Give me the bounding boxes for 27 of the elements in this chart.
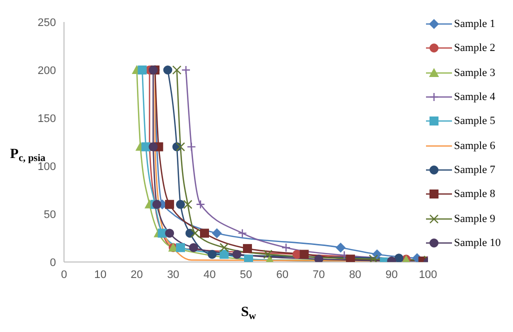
legend-label: Sample 6: [454, 140, 496, 152]
x-tick-label: 90: [385, 268, 398, 281]
y-tick-label: 250: [38, 16, 56, 29]
x-tick-label: 50: [240, 268, 252, 281]
x-tick-label: 0: [60, 268, 68, 281]
legend-label: Sample 3: [454, 66, 496, 79]
y-tick-label: 150: [38, 112, 56, 125]
legend-label: Sample 2: [454, 42, 496, 54]
y-tick-label: 0: [50, 256, 56, 269]
x-tick-label: 40: [203, 268, 216, 281]
y-tick-label: 50: [44, 208, 56, 221]
x-tick-label: 30: [167, 268, 180, 281]
legend-label: Sample 10: [454, 236, 501, 249]
legend-label: Sample 9: [454, 212, 496, 225]
x-tick-label: 60: [276, 268, 289, 281]
x-tick-label: 70: [312, 268, 325, 281]
legend-label: Sample 4: [454, 91, 496, 104]
legend-label: Sample 1: [454, 18, 496, 30]
x-tick-label: 100: [418, 268, 438, 281]
x-tick-label: 10: [94, 268, 107, 281]
legend-label: Sample 7: [454, 164, 496, 176]
legend-label: Sample 8: [454, 188, 496, 200]
y-tick-label: 200: [38, 64, 56, 77]
legend-label: Sample 5: [454, 115, 496, 128]
x-tick-label: 20: [130, 268, 143, 281]
x-tick-label: 80: [349, 268, 362, 281]
x-axis-title: S$_{w}$: [241, 305, 257, 322]
